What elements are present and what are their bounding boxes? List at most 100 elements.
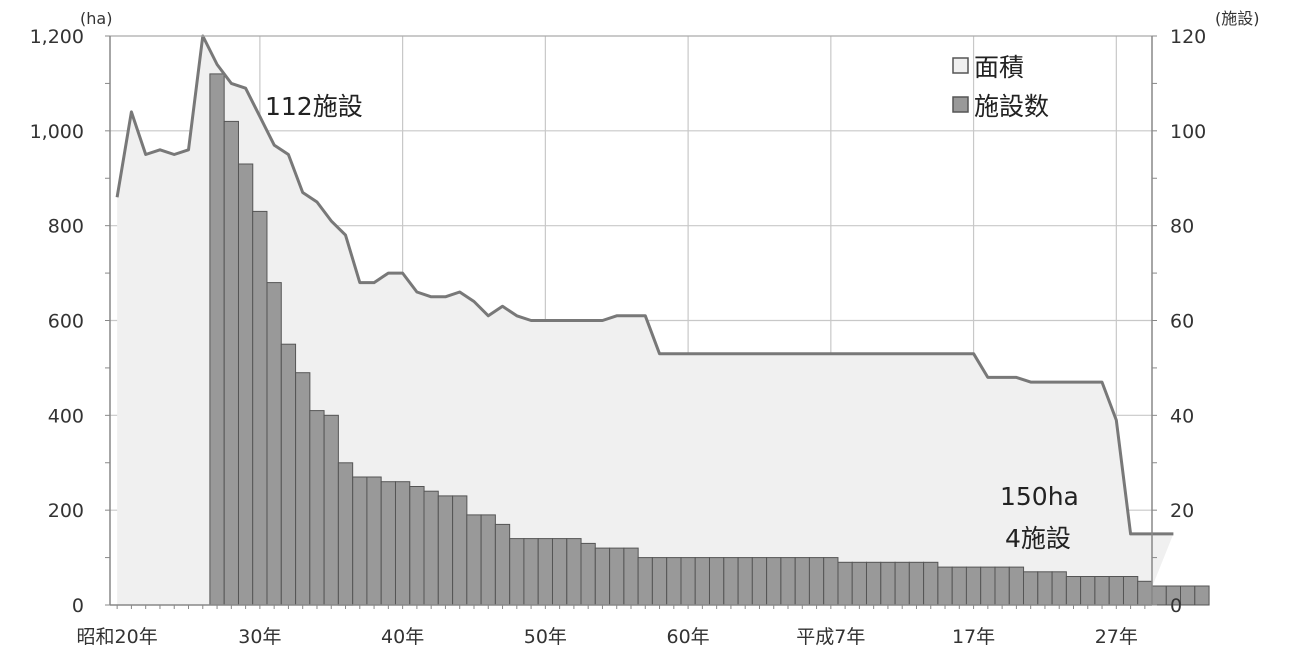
- bar: [280, 343, 297, 606]
- bar: [666, 557, 682, 606]
- x-tick-label: 27年: [1095, 626, 1138, 648]
- annotation-4-facilities: 4施設: [1005, 524, 1071, 553]
- bar-series: [209, 73, 1210, 606]
- axis-labels: 0 0 200 20 400 40 600 60 800 80 1,000 100 1,200 120 昭和…: [30, 26, 1207, 648]
- bar: [1037, 571, 1053, 606]
- bar: [238, 163, 254, 606]
- y-left-tick-label: 400: [48, 405, 84, 427]
- legend-swatch-area: [952, 57, 969, 74]
- bar: [523, 538, 539, 606]
- x-tick-label: 17年: [952, 626, 995, 648]
- bar: [209, 73, 225, 606]
- bar: [409, 486, 425, 606]
- bar: [366, 476, 382, 606]
- y-left-tick-label: 1,000: [30, 121, 84, 143]
- bar: [609, 547, 625, 606]
- bar: [1151, 585, 1167, 606]
- bar: [680, 557, 696, 606]
- bar: [423, 490, 439, 606]
- right-axis-unit: (施設): [1215, 9, 1260, 28]
- legend: 面積 施設数: [952, 53, 1049, 121]
- bar: [694, 557, 710, 606]
- bar: [480, 514, 496, 606]
- legend-label-bar: 施設数: [974, 92, 1049, 121]
- x-tick-label: 50年: [524, 626, 567, 648]
- x-tick-label: 30年: [238, 626, 281, 648]
- bar: [780, 557, 796, 606]
- bar: [908, 561, 925, 606]
- area-series-line: [115, 34, 1174, 536]
- bar: [823, 557, 839, 606]
- x-tick-label: 平成7年: [796, 626, 865, 648]
- bar: [894, 561, 910, 606]
- legend-swatch-bar: [952, 96, 969, 113]
- bar: [1180, 585, 1196, 606]
- bar: [594, 547, 611, 606]
- x-tick-label: 40年: [381, 626, 424, 648]
- bar: [851, 561, 867, 606]
- bar: [637, 557, 653, 606]
- x-tick-label: 60年: [667, 626, 710, 648]
- bar: [452, 495, 468, 606]
- bar: [1137, 580, 1153, 606]
- bar: [866, 561, 882, 606]
- bar: [751, 557, 768, 606]
- bar: [1123, 576, 1139, 606]
- y-right-tick-label: 100: [1170, 121, 1206, 143]
- y-left-tick-label: 200: [48, 500, 84, 522]
- y-left-tick-label: 800: [48, 216, 84, 238]
- bar: [552, 538, 568, 606]
- bar: [1194, 585, 1210, 606]
- bar: [737, 557, 753, 606]
- area-series-fill: [117, 36, 1174, 605]
- bar: [380, 481, 396, 606]
- bar: [880, 561, 896, 606]
- annotation-112-facilities: 112施設: [265, 92, 363, 121]
- bar: [994, 566, 1010, 606]
- bar: [437, 495, 454, 606]
- bar: [295, 372, 311, 606]
- bar: [323, 414, 339, 606]
- bar: [223, 120, 239, 606]
- bar: [466, 514, 482, 606]
- x-tick-label: 昭和20年: [77, 626, 158, 648]
- bar: [309, 410, 325, 606]
- bar: [937, 566, 953, 606]
- annotation-150ha: 150ha: [1000, 482, 1079, 511]
- axes: [105, 35, 1157, 609]
- bar: [837, 561, 853, 606]
- bar: [623, 547, 639, 606]
- y-right-tick-label: 120: [1170, 26, 1206, 48]
- bar: [723, 557, 739, 606]
- y-right-tick-label: 60: [1170, 311, 1194, 333]
- bar: [808, 557, 825, 606]
- legend-label-area: 面積: [974, 53, 1024, 82]
- bar: [709, 557, 725, 606]
- bar: [494, 523, 511, 606]
- bar: [1108, 576, 1124, 606]
- bar: [1094, 576, 1110, 606]
- bar: [266, 282, 282, 606]
- bar: [352, 476, 368, 606]
- left-axis-unit: (ha): [80, 9, 112, 28]
- bar: [395, 481, 411, 606]
- bar: [923, 561, 939, 606]
- y-left-tick-label: 0: [72, 595, 84, 617]
- bar: [1080, 576, 1096, 606]
- bar: [580, 542, 596, 606]
- y-right-tick-label: 40: [1170, 405, 1194, 427]
- y-right-tick-label: 20: [1170, 500, 1194, 522]
- bar: [1008, 566, 1025, 606]
- bar: [1023, 571, 1039, 606]
- bar: [980, 566, 996, 606]
- bar: [337, 462, 354, 606]
- bar: [509, 538, 525, 606]
- bar: [951, 566, 967, 606]
- bar: [566, 538, 582, 606]
- bar: [965, 566, 982, 606]
- bar: [651, 557, 668, 606]
- y-right-tick-label: 80: [1170, 216, 1194, 238]
- bar: [252, 210, 268, 606]
